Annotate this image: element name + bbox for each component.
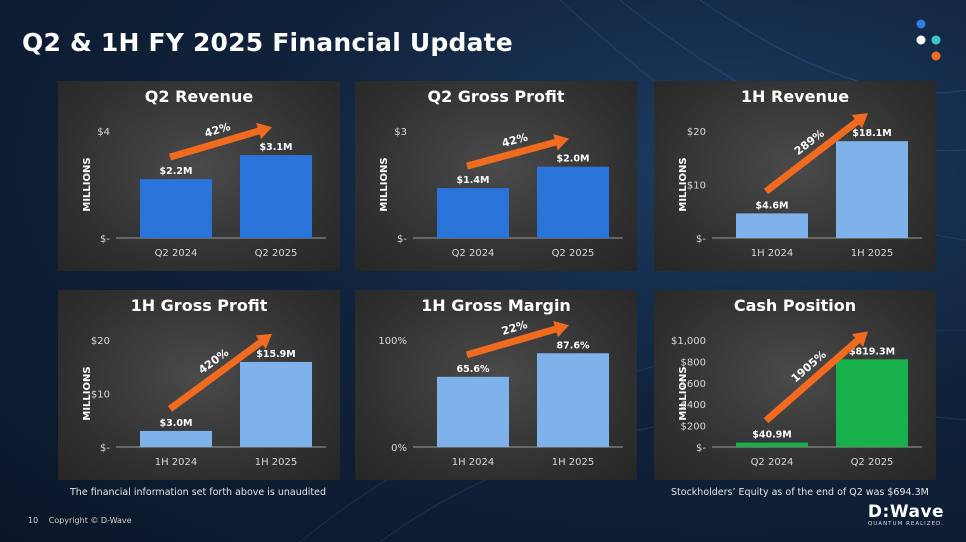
data-label: $3.0M [160, 418, 193, 429]
chart-title: Q2 Gross Profit [427, 87, 564, 106]
bar-1 [736, 442, 808, 447]
bar-2 [836, 359, 908, 447]
growth-label: 289% [792, 127, 827, 158]
chart-panel-1h-gross-profit: 1H Gross Profit MILLIONS $- $10 $20 $3.0M 1H 2… [58, 290, 340, 480]
y-tick-label: $800 [681, 357, 706, 368]
y-axis-label: MILLIONS [678, 366, 689, 420]
chart-title: Cash Position [734, 296, 856, 315]
brand-dots-icon [916, 19, 941, 61]
data-label: $4.6M [756, 200, 789, 211]
data-label: $2.0M [557, 154, 590, 165]
chart-panel-1h-gross-margin: 1H Gross Margin 0% 100% 65.6% 1H 2024 87.6% 1H… [355, 290, 637, 480]
data-label: 87.6% [557, 340, 590, 351]
x-tick-label: 1H 2024 [155, 457, 198, 468]
data-label: 65.6% [457, 364, 490, 375]
x-tick-label: Q2 2024 [155, 248, 198, 259]
data-label: $819.3M [849, 346, 895, 357]
bar-1 [140, 430, 212, 447]
bar-1 [140, 179, 212, 238]
chart-svg: Q2 Gross Profit MILLIONS $- $3 $1.4M Q2 2024 $… [379, 87, 623, 259]
bar-1 [736, 213, 808, 238]
chart-svg: 1H Gross Profit MILLIONS $- $10 $20 $3.0M 1H 2… [82, 296, 326, 468]
unaudited-note: The financial information set forth abov… [70, 487, 327, 498]
growth-arrow-icon [763, 331, 868, 424]
y-tick-label: $- [100, 234, 110, 245]
bar-1 [437, 376, 509, 447]
dot-blue [916, 19, 926, 29]
x-tick-label: Q2 2025 [552, 248, 595, 259]
data-label: $15.9M [256, 349, 296, 360]
bar-2 [240, 361, 312, 447]
y-tick-label: $200 [681, 422, 706, 433]
footer: 10 Copyright © D-Wave [28, 516, 132, 525]
growth-arrow-icon [169, 122, 273, 161]
data-label: $2.2M [160, 166, 193, 177]
dot-teal [931, 35, 941, 45]
y-axis-label: MILLIONS [82, 366, 93, 420]
x-tick-label: Q2 2024 [452, 248, 495, 259]
growth-arrow-icon [466, 320, 570, 359]
x-tick-label: 1H 2025 [255, 457, 298, 468]
y-axis-label: MILLIONS [82, 157, 93, 211]
x-tick-label: Q2 2025 [255, 248, 298, 259]
y-tick-label: $- [696, 234, 706, 245]
chart-svg: Q2 Revenue MILLIONS $- $4 $2.2M Q2 2024 $3.1M Q… [82, 87, 326, 259]
bar-2 [240, 155, 312, 238]
dot-white [916, 35, 926, 45]
y-tick-label: 0% [391, 443, 407, 454]
y-axis-label: MILLIONS [678, 157, 689, 211]
growth-arrow-icon [763, 113, 868, 195]
x-tick-label: Q2 2025 [851, 457, 894, 468]
chart-svg: Cash Position MILLIONS $- $200 $400 $600 $800 $… [671, 296, 922, 468]
data-label: $3.1M [260, 142, 293, 153]
chart-svg: 1H Revenue MILLIONS $- $10 $20 $4.6M 1H 2024 $1… [678, 87, 922, 259]
logo-wordmark: D:Wave [867, 502, 945, 522]
bar-1 [437, 188, 509, 238]
y-tick-label: $600 [681, 379, 706, 390]
data-label: $18.1M [852, 128, 892, 139]
bar-2 [836, 141, 908, 238]
x-tick-label: Q2 2024 [751, 457, 794, 468]
chart-panel-q2-gross-profit: Q2 Gross Profit MILLIONS $- $3 $1.4M Q2 2024 $… [355, 81, 637, 271]
x-tick-label: 1H 2024 [452, 457, 495, 468]
dot-orange [931, 51, 941, 61]
copyright: Copyright © D-Wave [48, 516, 132, 525]
chart-title: Q2 Revenue [145, 87, 254, 106]
y-tick-label: $400 [681, 400, 706, 411]
y-tick-label: $- [100, 443, 110, 454]
page-number: 10 [28, 516, 39, 525]
chart-title: 1H Revenue [741, 87, 849, 106]
growth-arrow-icon [167, 333, 272, 412]
y-tick-label: $20 [91, 336, 110, 347]
chart-panel-cash-position: Cash Position MILLIONS $- $200 $400 $600 $800 $… [654, 290, 936, 480]
data-label: $1.4M [457, 175, 490, 186]
chart-panel-q2-revenue: Q2 Revenue MILLIONS $- $4 $2.2M Q2 2024 $3.1M Q… [58, 81, 340, 271]
equity-note: Stockholders’ Equity as of the end of Q2… [671, 487, 929, 498]
y-tick-label: $- [696, 443, 706, 454]
data-label: $40.9M [752, 430, 792, 441]
y-tick-label: $- [397, 234, 407, 245]
x-tick-label: 1H 2025 [851, 248, 894, 259]
page-title: Q2 & 1H FY 2025 Financial Update [22, 28, 513, 57]
logo-tagline: QUANTUM REALIZED. [867, 521, 945, 527]
chart-svg: 1H Gross Margin 0% 100% 65.6% 1H 2024 87.6% 1H… [378, 296, 623, 468]
y-tick-label: $1,000 [671, 336, 706, 347]
chart-title: 1H Gross Margin [421, 296, 571, 315]
growth-arrow-icon [466, 134, 569, 170]
y-tick-label: $4 [97, 127, 110, 138]
y-tick-label: $10 [687, 181, 706, 192]
y-tick-label: $20 [687, 127, 706, 138]
bar-2 [537, 353, 609, 447]
dwave-logo: D:Wave QUANTUM REALIZED. [866, 502, 946, 528]
x-tick-label: 1H 2025 [552, 457, 595, 468]
y-tick-label: $10 [91, 390, 110, 401]
y-tick-label: $3 [394, 127, 407, 138]
chart-panel-1h-revenue: 1H Revenue MILLIONS $- $10 $20 $4.6M 1H 2024 $1… [654, 81, 936, 271]
bar-2 [537, 166, 609, 238]
y-tick-label: 100% [378, 336, 407, 347]
chart-title: 1H Gross Profit [131, 296, 268, 315]
x-tick-label: 1H 2024 [751, 248, 794, 259]
y-axis-label: MILLIONS [379, 157, 390, 211]
